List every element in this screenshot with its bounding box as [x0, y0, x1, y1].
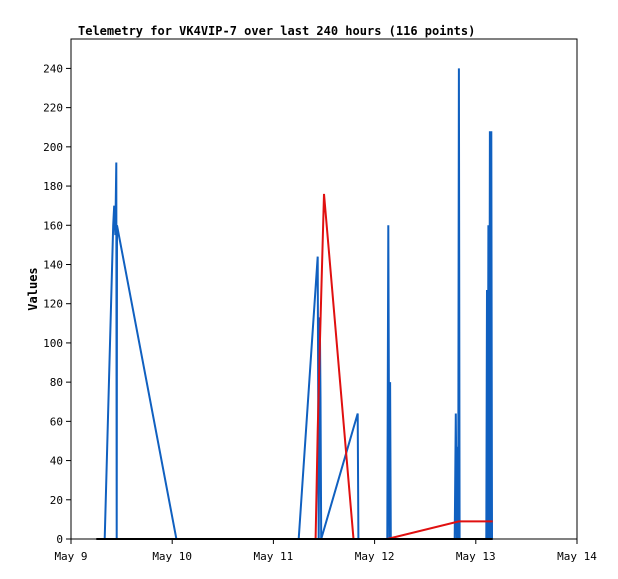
series-line-2 — [311, 193, 493, 540]
y-tick-label: 40 — [50, 455, 63, 468]
chart-title: Telemetry for VK4VIP-7 over last 240 hou… — [78, 24, 475, 38]
plot-area-frame — [70, 38, 578, 540]
y-tick-label: 140 — [43, 258, 63, 271]
x-tick-label: May 14 — [557, 550, 597, 563]
y-tick-label: 100 — [43, 337, 63, 350]
y-tick-label: 60 — [50, 415, 63, 428]
x-tick-label: May 13 — [456, 550, 496, 563]
x-axis: May 9 May 10 May 11 May 12 May 13 May 14 — [54, 539, 597, 563]
y-axis: 0 20 40 60 80 100 120 140 160 180 200 220 240 — [43, 62, 71, 546]
x-tick-label: May 12 — [355, 550, 395, 563]
series-group — [96, 68, 493, 540]
y-tick-label: 240 — [43, 62, 63, 75]
y-tick-label: 180 — [43, 180, 63, 193]
y-tick-label: 0 — [56, 533, 63, 546]
y-tick-label: 160 — [43, 219, 63, 232]
x-tick-label: May 11 — [254, 550, 294, 563]
y-tick-label: 120 — [43, 298, 63, 311]
y-axis-label: Values — [26, 267, 40, 310]
x-tick-label: May 10 — [152, 550, 192, 563]
y-tick-label: 20 — [50, 494, 63, 507]
y-tick-label: 80 — [50, 376, 63, 389]
y-tick-label: 200 — [43, 141, 63, 154]
series-line-1 — [103, 68, 493, 540]
x-tick-label: May 9 — [54, 550, 87, 563]
y-tick-label: 220 — [43, 102, 63, 115]
